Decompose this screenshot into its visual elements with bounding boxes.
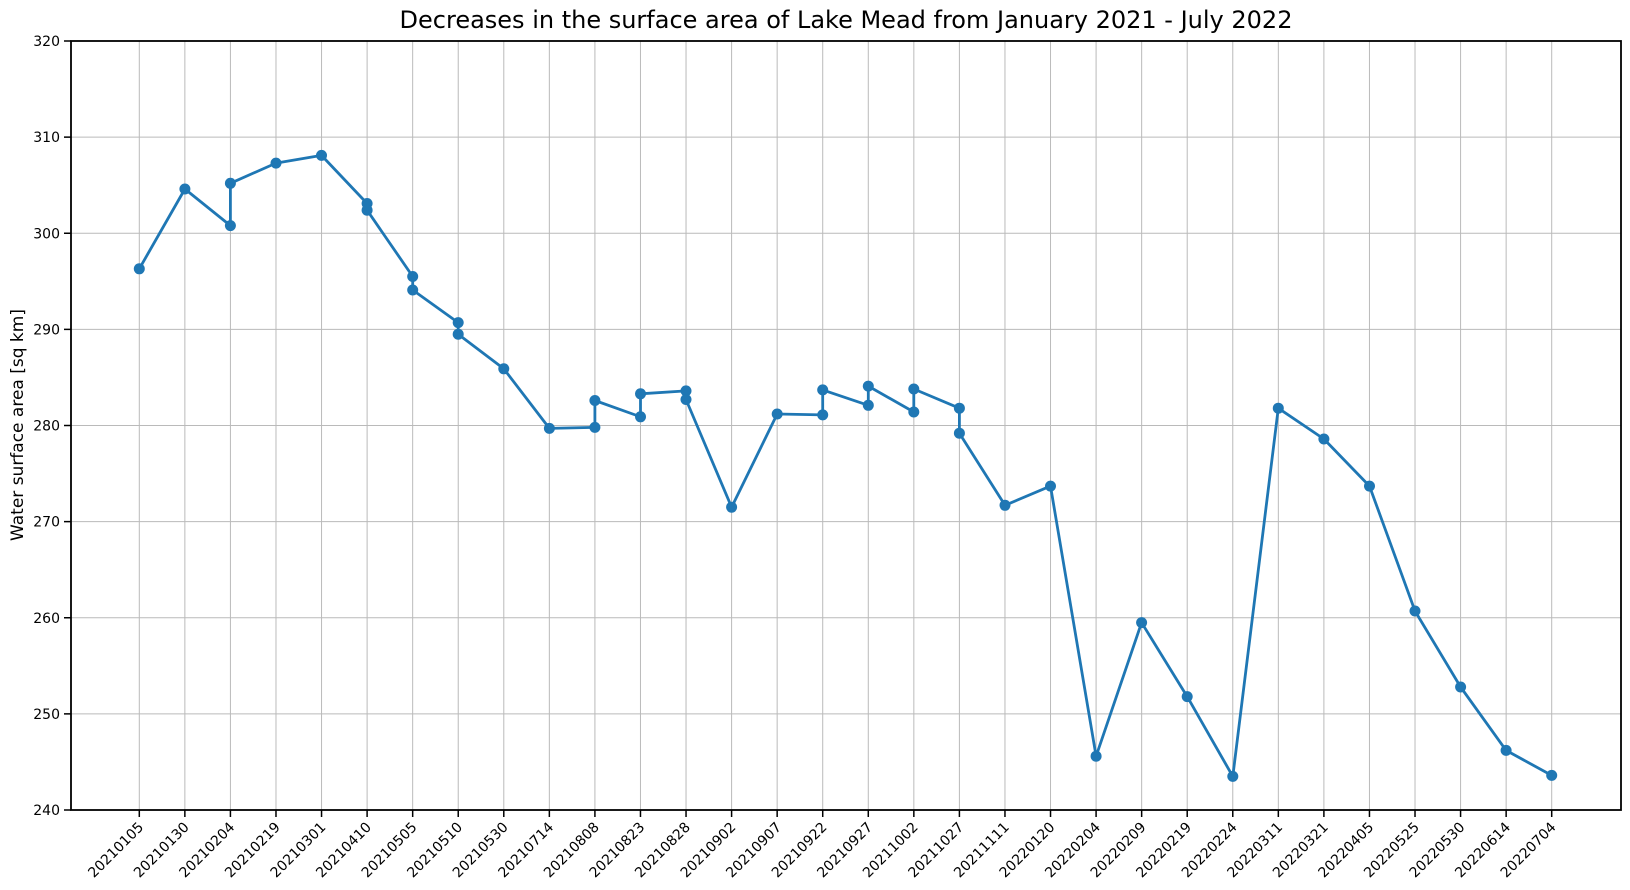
- data-point: [589, 421, 601, 433]
- data-point: [862, 380, 874, 392]
- data-point: [316, 149, 327, 161]
- data-point: [270, 157, 282, 169]
- data-point: [635, 411, 646, 423]
- data-point: [953, 427, 965, 439]
- data-point: [452, 328, 464, 340]
- data-point: [1318, 433, 1330, 445]
- data-point: [1045, 480, 1056, 492]
- data-point: [817, 409, 829, 421]
- y-tick-label: 240: [33, 803, 60, 819]
- data-point: [498, 363, 510, 375]
- y-tick-label: 310: [33, 130, 60, 146]
- data-point: [817, 384, 829, 396]
- data-point: [680, 394, 692, 405]
- data-point: [407, 284, 419, 296]
- data-point: [1409, 605, 1421, 617]
- data-point: [133, 263, 145, 275]
- data-point: [1546, 769, 1558, 781]
- y-tick-label: 260: [33, 611, 60, 627]
- y-tick-label: 280: [33, 419, 60, 435]
- data-point: [179, 183, 191, 195]
- data-point: [862, 399, 874, 411]
- data-point: [1500, 744, 1512, 756]
- data-point: [1136, 617, 1148, 629]
- data-point: [224, 177, 236, 189]
- data-point: [726, 501, 738, 513]
- data-point: [407, 271, 419, 282]
- y-tick-label: 270: [33, 515, 60, 531]
- y-tick-label: 250: [33, 707, 60, 723]
- data-point: [908, 383, 920, 395]
- data-point: [1090, 750, 1102, 762]
- data-point: [908, 406, 920, 418]
- data-point: [771, 408, 783, 420]
- data-point: [953, 402, 965, 414]
- data-point: [635, 388, 646, 400]
- data-point: [452, 317, 464, 329]
- y-tick-label: 320: [33, 34, 60, 50]
- data-line: [137, 153, 1554, 778]
- y-tick-label: 290: [33, 322, 60, 338]
- data-point: [999, 499, 1011, 511]
- data-point: [543, 422, 555, 434]
- data-point: [1181, 691, 1193, 703]
- y-tick-label: 300: [33, 226, 60, 242]
- data-point: [1272, 402, 1284, 414]
- data-point: [224, 220, 236, 232]
- data-point: [589, 395, 601, 406]
- data-point: [1364, 480, 1375, 492]
- data-point: [361, 204, 373, 216]
- chart-title: Decreases in the surface area of Lake Me…: [399, 6, 1293, 34]
- data-point: [1455, 681, 1467, 693]
- data-point: [680, 385, 692, 397]
- data-point: [1227, 770, 1239, 782]
